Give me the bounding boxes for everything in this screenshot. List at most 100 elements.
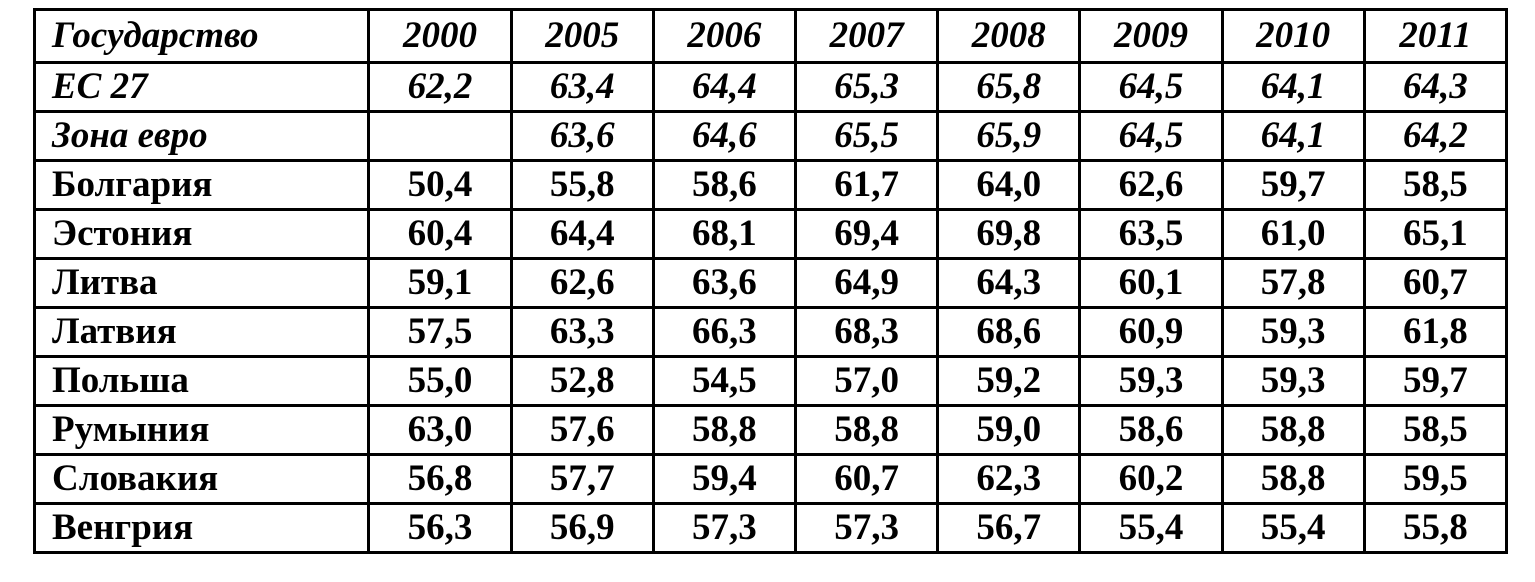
column-header-year: 2007: [794, 8, 940, 64]
table-row: Латвия 57,5 63,3 66,3 68,3 68,6 60,9 59,3 61,8: [32, 306, 1509, 358]
value-cell: 60,2: [1078, 453, 1224, 505]
row-label: Латвия: [32, 306, 371, 358]
value-cell: 55,8: [509, 159, 655, 211]
value-cell: 58,5: [1362, 404, 1509, 456]
column-header-year: 2000: [367, 8, 513, 64]
value-cell: 68,3: [794, 306, 940, 358]
table-row: Румыния 63,0 57,6 58,8 58,8 59,0 58,6 58,8 58,5: [32, 404, 1509, 456]
row-label: Польша: [32, 355, 371, 407]
value-cell: 58,8: [1220, 453, 1366, 505]
value-cell: 55,0: [367, 355, 513, 407]
column-header-year: 2010: [1220, 8, 1366, 64]
value-cell: 59,3: [1220, 355, 1366, 407]
value-cell: 64,3: [936, 257, 1082, 309]
value-cell: 56,3: [367, 502, 513, 554]
column-header-year: 2009: [1078, 8, 1224, 64]
value-cell: 68,1: [651, 208, 798, 260]
value-cell: 64,2: [1362, 110, 1509, 162]
value-cell: 57,6: [509, 404, 655, 456]
table-row: ЕС 27 62,2 63,4 64,4 65,3 65,8 64,5 64,1 64,3: [32, 61, 1509, 113]
value-cell: 64,4: [509, 208, 655, 260]
value-cell: 65,3: [794, 61, 940, 113]
column-header-year: 2006: [651, 8, 798, 64]
value-cell: 60,9: [1078, 306, 1224, 358]
value-cell: 60,7: [1362, 257, 1509, 309]
value-cell: 63,6: [651, 257, 798, 309]
value-cell: 59,4: [651, 453, 798, 505]
value-cell: 58,5: [1362, 159, 1509, 211]
value-cell: 55,4: [1220, 502, 1366, 554]
value-cell: 64,0: [936, 159, 1082, 211]
value-cell: 65,5: [794, 110, 940, 162]
value-cell: 58,8: [651, 404, 798, 456]
row-label: Венгрия: [32, 502, 371, 554]
table-row: Литва 59,1 62,6 63,6 64,9 64,3 60,1 57,8 60,7: [32, 257, 1509, 309]
value-cell: 59,0: [936, 404, 1082, 456]
row-label: Литва: [32, 257, 371, 309]
value-cell: 64,1: [1220, 110, 1366, 162]
table-body: ЕС 27 62,2 63,4 64,4 65,3 65,8 64,5 64,1 64,3 Зон…: [32, 61, 1509, 554]
row-label: Эстония: [32, 208, 371, 260]
value-cell: 69,8: [936, 208, 1082, 260]
value-cell: 64,6: [651, 110, 798, 162]
value-cell: 55,4: [1078, 502, 1224, 554]
value-cell: 65,8: [936, 61, 1082, 113]
value-cell: 64,5: [1078, 110, 1224, 162]
value-cell: 50,4: [367, 159, 513, 211]
table-row: Венгрия 56,3 56,9 57,3 57,3 56,7 55,4 55,4 55,8: [32, 502, 1509, 554]
value-cell: 56,9: [509, 502, 655, 554]
table-row: Эстония 60,4 64,4 68,1 69,4 69,8 63,5 61,0 65,1: [32, 208, 1509, 260]
value-cell: 59,3: [1078, 355, 1224, 407]
table-row: Болгария 50,4 55,8 58,6 61,7 64,0 62,6 59,7 58,5: [32, 159, 1509, 211]
value-cell: 64,5: [1078, 61, 1224, 113]
value-cell: 58,8: [794, 404, 940, 456]
value-cell: 62,6: [509, 257, 655, 309]
value-cell: 69,4: [794, 208, 940, 260]
value-cell: 62,2: [367, 61, 513, 113]
table-row: Зона евро 63,6 64,6 65,5 65,9 64,5 64,1 64,2: [32, 110, 1509, 162]
value-cell: 63,4: [509, 61, 655, 113]
value-cell: 63,0: [367, 404, 513, 456]
value-cell: 57,8: [1220, 257, 1366, 309]
value-cell: 63,3: [509, 306, 655, 358]
value-cell: 57,0: [794, 355, 940, 407]
value-cell: 60,4: [367, 208, 513, 260]
value-cell: 59,3: [1220, 306, 1366, 358]
value-cell: 60,7: [794, 453, 940, 505]
value-cell: 57,5: [367, 306, 513, 358]
value-cell: [367, 110, 513, 162]
statistics-table: Государство 2000 2005 2006 2007 2008 2009 2010 2…: [32, 8, 1509, 554]
value-cell: 64,4: [651, 61, 798, 113]
value-cell: 56,7: [936, 502, 1082, 554]
value-cell: 64,9: [794, 257, 940, 309]
value-cell: 57,7: [509, 453, 655, 505]
value-cell: 64,1: [1220, 61, 1366, 113]
value-cell: 55,8: [1362, 502, 1509, 554]
value-cell: 62,6: [1078, 159, 1224, 211]
value-cell: 65,1: [1362, 208, 1509, 260]
value-cell: 59,5: [1362, 453, 1509, 505]
row-label: Словакия: [32, 453, 371, 505]
value-cell: 52,8: [509, 355, 655, 407]
table-row: Польша 55,0 52,8 54,5 57,0 59,2 59,3 59,3 59,7: [32, 355, 1509, 407]
column-header-year: 2008: [936, 8, 1082, 64]
value-cell: 63,6: [509, 110, 655, 162]
value-cell: 61,0: [1220, 208, 1366, 260]
column-header-year: 2011: [1362, 8, 1509, 64]
table-row: Словакия 56,8 57,7 59,4 60,7 62,3 60,2 58,8 59,5: [32, 453, 1509, 505]
row-label: Румыния: [32, 404, 371, 456]
value-cell: 61,7: [794, 159, 940, 211]
value-cell: 63,5: [1078, 208, 1224, 260]
value-cell: 68,6: [936, 306, 1082, 358]
value-cell: 60,1: [1078, 257, 1224, 309]
value-cell: 57,3: [651, 502, 798, 554]
value-cell: 58,8: [1220, 404, 1366, 456]
value-cell: 62,3: [936, 453, 1082, 505]
value-cell: 58,6: [1078, 404, 1224, 456]
table-header-row: Государство 2000 2005 2006 2007 2008 2009 2010 2…: [32, 8, 1509, 64]
row-label: ЕС 27: [32, 61, 371, 113]
value-cell: 66,3: [651, 306, 798, 358]
row-label: Болгария: [32, 159, 371, 211]
row-label: Зона евро: [32, 110, 371, 162]
